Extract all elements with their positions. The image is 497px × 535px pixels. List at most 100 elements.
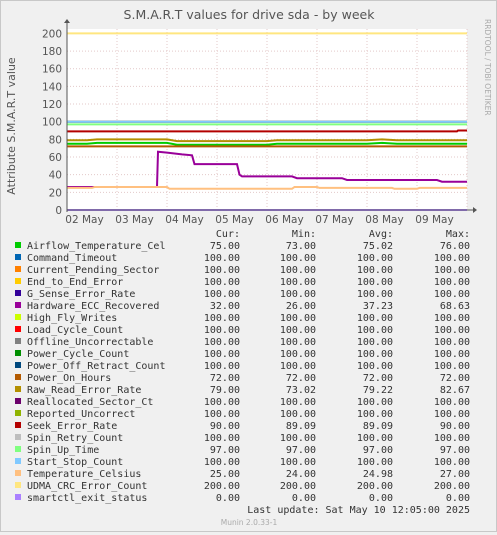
legend-value: 100.00 xyxy=(434,361,470,372)
legend-value: 100.00 xyxy=(357,433,393,444)
legend-swatch xyxy=(15,290,21,296)
legend-swatch xyxy=(15,446,21,452)
legend-swatch xyxy=(15,254,21,260)
legend-value: 100.00 xyxy=(204,325,240,336)
series-line-temperature-celsius xyxy=(67,186,467,190)
legend-value: 26.00 xyxy=(286,301,316,312)
legend-value: 100.00 xyxy=(357,349,393,360)
legend-name: UDMA_CRC_Error_Count xyxy=(27,481,147,492)
legend-value: 100.00 xyxy=(280,337,316,348)
legend-value: 100.00 xyxy=(204,361,240,372)
legend-value: 100.00 xyxy=(357,409,393,420)
axes xyxy=(64,19,477,213)
legend-value: 200.00 xyxy=(434,481,470,492)
legend-value: 75.00 xyxy=(210,241,240,252)
legend-value: 0.00 xyxy=(216,493,240,504)
legend-value: 79.00 xyxy=(210,385,240,396)
legend-swatch xyxy=(15,242,21,248)
legend-value: 76.00 xyxy=(440,241,470,252)
y-axis-label: Attribute S.M.A.R.T value xyxy=(5,57,18,195)
legend-value: 79.22 xyxy=(363,385,393,396)
legend-value: 100.00 xyxy=(357,289,393,300)
legend-value: 24.98 xyxy=(363,469,393,480)
legend-swatch xyxy=(15,362,21,368)
legend-value: 100.00 xyxy=(204,433,240,444)
legend-value: 100.00 xyxy=(280,313,316,324)
legend-value: 82.67 xyxy=(440,385,470,396)
legend-value: 100.00 xyxy=(434,457,470,468)
legend-value: 0.00 xyxy=(446,493,470,504)
legend-value: 0.00 xyxy=(292,493,316,504)
legend-value: 100.00 xyxy=(204,253,240,264)
legend-value: 97.00 xyxy=(210,445,240,456)
legend-value: 72.00 xyxy=(210,373,240,384)
legend-value: 100.00 xyxy=(357,361,393,372)
legend-name: Reallocated_Sector_Ct xyxy=(27,397,153,408)
legend-value: 100.00 xyxy=(357,253,393,264)
legend-swatch xyxy=(15,422,21,428)
legend-value: 73.00 xyxy=(286,241,316,252)
x-tick-label: 03 May xyxy=(115,214,153,226)
legend-value: 100.00 xyxy=(357,277,393,288)
legend-value: 100.00 xyxy=(280,457,316,468)
legend-swatch xyxy=(15,458,21,464)
y-tick-label: 120 xyxy=(42,99,62,111)
series-line-hardware-ecc-recovered xyxy=(67,150,467,188)
x-tick-label: 05 May xyxy=(215,214,253,226)
legend-value: 100.00 xyxy=(357,325,393,336)
y-tick-label: 200 xyxy=(42,28,62,40)
legend-swatch xyxy=(15,482,21,488)
legend-name: Power_Cycle_Count xyxy=(27,349,129,360)
legend-name: Raw_Read_Error_Rate xyxy=(27,385,141,396)
legend-value: 100.00 xyxy=(357,457,393,468)
legend-swatch xyxy=(15,338,21,344)
rrdtool-credit: RRDTOOL / TOBI OETIKER xyxy=(483,19,492,116)
series-line-seek-error-rate xyxy=(67,129,467,133)
legend-value: 27.00 xyxy=(440,469,470,480)
y-tick-label: 80 xyxy=(49,134,62,146)
legend-value: 97.00 xyxy=(286,445,316,456)
legend-value: 100.00 xyxy=(280,289,316,300)
legend-name: Spin_Up_Time xyxy=(27,445,99,456)
legend-value: 100.00 xyxy=(280,277,316,288)
legend-swatch xyxy=(15,350,21,356)
legend-value: 72.00 xyxy=(286,373,316,384)
series-line-airflow-temperature-cel xyxy=(67,141,467,146)
legend-value: 89.09 xyxy=(286,421,316,432)
legend-value: 73.02 xyxy=(286,385,316,396)
legend-value: 24.00 xyxy=(286,469,316,480)
y-tick-labels: 0 20 40 60 80 100 120 140 160 180 200 xyxy=(42,28,62,217)
legend-value: 100.00 xyxy=(434,349,470,360)
legend-value: 100.00 xyxy=(280,397,316,408)
chart-title: S.M.A.R.T values for drive sda - by week xyxy=(124,7,376,22)
y-tick-label: 20 xyxy=(49,187,62,199)
legend-value: 72.00 xyxy=(440,373,470,384)
legend-swatch xyxy=(15,386,21,392)
legend-value: 100.00 xyxy=(434,397,470,408)
y-tick-label: 160 xyxy=(42,64,62,76)
x-axis-arrow xyxy=(473,207,477,213)
munin-version: Munin 2.0.33-1 xyxy=(221,518,278,527)
legend-value: 200.00 xyxy=(204,481,240,492)
legend-swatch xyxy=(15,326,21,332)
legend-name: Airflow_Temperature_Cel xyxy=(27,241,165,252)
legend-value: 68.63 xyxy=(440,301,470,312)
legend-value: 97.00 xyxy=(440,445,470,456)
legend-name: Seek_Error_Rate xyxy=(27,421,117,432)
legend-value: 100.00 xyxy=(204,277,240,288)
x-tick-label: 04 May xyxy=(165,214,203,226)
legend-value: 100.00 xyxy=(434,265,470,276)
x-tick-label: 06 May xyxy=(265,214,303,226)
legend-value: 100.00 xyxy=(434,289,470,300)
legend-value: 100.00 xyxy=(280,253,316,264)
legend-name: Start_Stop_Count xyxy=(27,457,123,468)
legend-header: Avg: xyxy=(369,229,393,240)
legend-value: 100.00 xyxy=(434,313,470,324)
legend-swatch xyxy=(15,470,21,476)
legend-swatch xyxy=(15,434,21,440)
y-tick-label: 40 xyxy=(49,170,62,182)
legend-header: Cur: xyxy=(216,229,240,240)
legend-value: 75.02 xyxy=(363,241,393,252)
legend-name: Power_On_Hours xyxy=(27,373,111,384)
